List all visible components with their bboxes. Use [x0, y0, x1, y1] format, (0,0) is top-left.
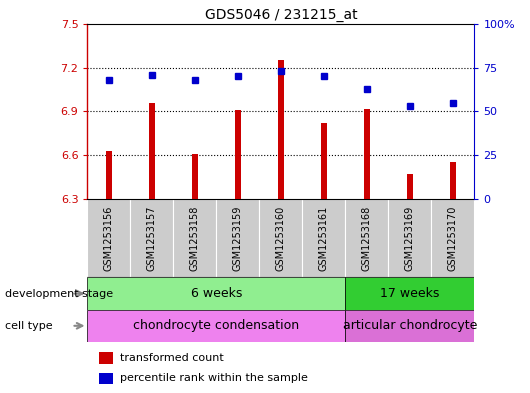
- Bar: [105, 151, 112, 199]
- Text: cell type: cell type: [5, 321, 53, 331]
- Bar: [192, 154, 198, 199]
- Title: GDS5046 / 231215_at: GDS5046 / 231215_at: [205, 7, 357, 22]
- Text: chondrocyte condensation: chondrocyte condensation: [134, 319, 299, 332]
- Bar: [278, 61, 284, 199]
- FancyBboxPatch shape: [216, 199, 259, 277]
- FancyBboxPatch shape: [259, 199, 303, 277]
- Text: GSM1253159: GSM1253159: [233, 206, 243, 271]
- Bar: [449, 162, 456, 199]
- FancyBboxPatch shape: [87, 277, 346, 310]
- Text: GSM1253161: GSM1253161: [319, 206, 329, 271]
- FancyBboxPatch shape: [346, 277, 474, 310]
- Text: 17 weeks: 17 weeks: [380, 287, 439, 300]
- FancyBboxPatch shape: [303, 199, 346, 277]
- Text: GSM1253170: GSM1253170: [448, 206, 458, 271]
- FancyBboxPatch shape: [87, 199, 130, 277]
- Text: articular chondrocyte: articular chondrocyte: [343, 319, 477, 332]
- FancyBboxPatch shape: [173, 199, 216, 277]
- FancyBboxPatch shape: [431, 199, 474, 277]
- FancyBboxPatch shape: [346, 310, 474, 342]
- Text: percentile rank within the sample: percentile rank within the sample: [120, 373, 308, 384]
- Text: GSM1253168: GSM1253168: [362, 206, 372, 271]
- Bar: [235, 110, 241, 199]
- Text: transformed count: transformed count: [120, 353, 224, 363]
- FancyBboxPatch shape: [130, 199, 173, 277]
- Text: GSM1253169: GSM1253169: [405, 206, 415, 271]
- Text: GSM1253158: GSM1253158: [190, 206, 200, 271]
- Text: GSM1253160: GSM1253160: [276, 206, 286, 271]
- FancyBboxPatch shape: [87, 310, 346, 342]
- Text: GSM1253156: GSM1253156: [104, 206, 114, 271]
- Bar: [99, 373, 112, 384]
- Bar: [99, 352, 112, 364]
- Text: GSM1253157: GSM1253157: [147, 206, 157, 271]
- Text: development stage: development stage: [5, 288, 113, 299]
- FancyBboxPatch shape: [388, 199, 431, 277]
- Text: 6 weeks: 6 weeks: [191, 287, 242, 300]
- Bar: [149, 103, 155, 199]
- Bar: [407, 174, 413, 199]
- Bar: [321, 123, 327, 199]
- FancyBboxPatch shape: [346, 199, 388, 277]
- Bar: [364, 108, 370, 199]
